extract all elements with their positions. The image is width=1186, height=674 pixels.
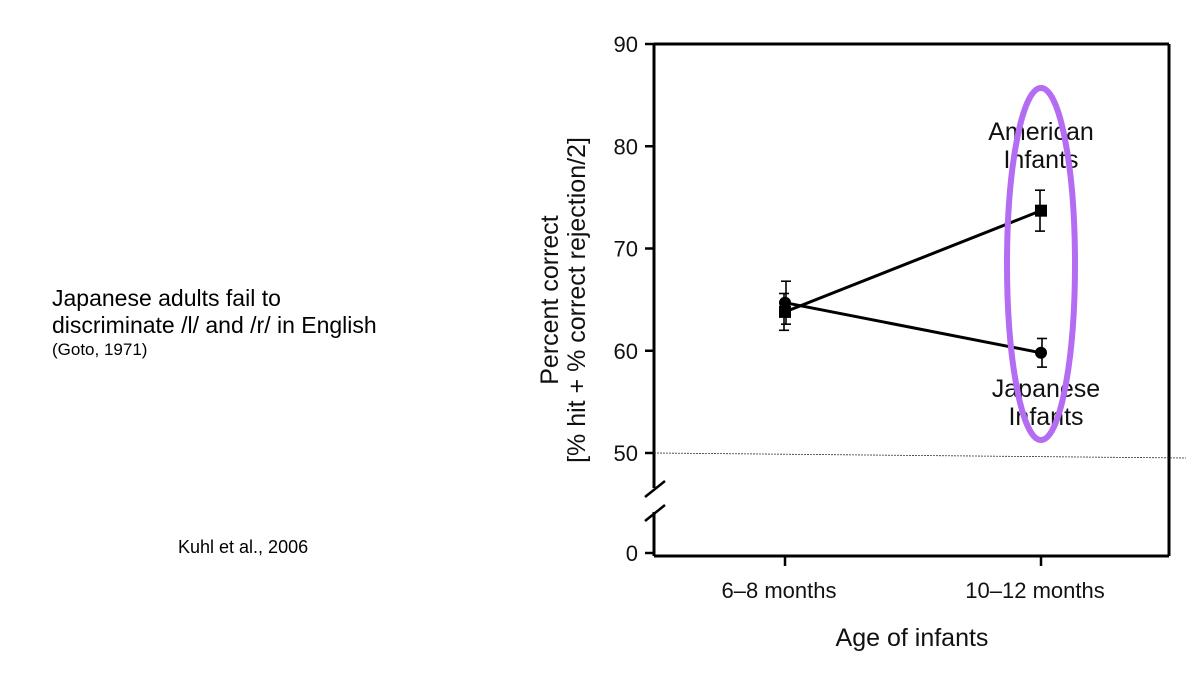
- y-axis-title: Percent correct: [536, 215, 564, 385]
- data-point-circle: [1035, 346, 1047, 359]
- chance-line: [653, 452, 1186, 459]
- chart-series: [779, 189, 1047, 368]
- highlight-ellipse: [1004, 85, 1078, 443]
- series-label: Japanese: [992, 375, 1100, 403]
- data-point-square: [1035, 204, 1047, 217]
- chart-axes: [644, 42, 1186, 558]
- x-tick-label: 10–12 months: [965, 578, 1104, 603]
- series-line: [784, 209, 1042, 314]
- chart-labels: Age of infants Percent correct [% hit + % …: [536, 85, 1100, 652]
- caption-citation: (Goto, 1971): [52, 340, 148, 359]
- slide-caption: Japanese adults fail to discriminate /l/…: [52, 285, 522, 361]
- axis-break-mark: [644, 504, 666, 522]
- y-tick-label: 90: [614, 32, 638, 57]
- data-point-square: [779, 305, 791, 318]
- y-tick-label: 70: [614, 237, 638, 262]
- caption-line-1: Japanese adults fail to: [52, 285, 281, 311]
- y-tick-label: 60: [614, 339, 638, 364]
- y-tick-label: 50: [614, 441, 638, 466]
- series-label: American: [988, 118, 1094, 146]
- caption-line-2: discriminate /l/ and /r/ in English: [52, 312, 377, 338]
- series-line: [784, 301, 1042, 355]
- x-tick-label: 6–8 months: [722, 578, 837, 603]
- source-credit: Kuhl et al., 2006: [178, 537, 309, 557]
- axis-break-mark: [644, 480, 666, 498]
- y-tick-label: 0: [626, 541, 638, 566]
- data-point-circle: [779, 296, 791, 309]
- x-axis-title: Age of infants: [836, 624, 989, 652]
- y-axis-subtitle: [% hit + % correct rejection/2]: [563, 137, 591, 463]
- y-tick-label: 80: [614, 134, 638, 159]
- y-ticks: 0 50 60 70 80 90 6–8 months 10–12 months: [614, 32, 1105, 603]
